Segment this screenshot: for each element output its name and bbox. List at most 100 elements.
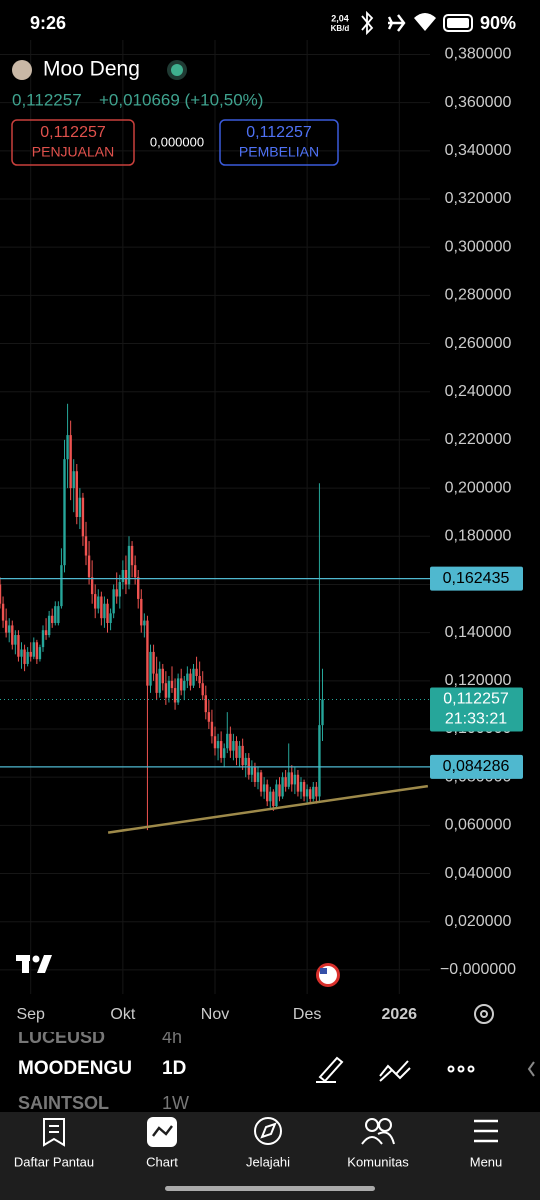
candle-body — [210, 721, 214, 737]
buy-button[interactable] — [219, 119, 339, 166]
candle-body — [207, 712, 211, 722]
sell-button[interactable] — [11, 119, 135, 166]
candle-body — [315, 786, 318, 797]
candle-body — [318, 725, 321, 797]
candle-body — [167, 680, 171, 698]
y-tick-label: 0,320000 — [445, 190, 512, 207]
wifi-icon — [414, 13, 436, 31]
level-label: 0,084286 — [443, 758, 510, 775]
candle-body — [44, 630, 48, 636]
symbol-row[interactable]: LUCEUSD — [18, 1027, 105, 1047]
candle-body — [216, 741, 220, 749]
candle-body — [32, 642, 35, 657]
candle-body — [170, 680, 174, 689]
nav-label[interactable]: Komunitas — [347, 1154, 409, 1169]
more-button[interactable] — [447, 1065, 475, 1073]
candle-body — [284, 777, 287, 787]
community-icon[interactable] — [361, 1118, 395, 1145]
candle-body — [266, 784, 269, 802]
candle-body — [100, 596, 103, 619]
candle-body — [250, 767, 254, 775]
candle-body — [84, 536, 88, 556]
candle-body — [192, 668, 195, 686]
chart: Sep Okt Nov Des 2026 0,380000 0,360000 0,340000… — [0, 40, 523, 1023]
symbol-list: LUCEUSD 4h MOODENGU 1D SAINTSOL 1W — [18, 1027, 189, 1113]
time: 9:26 — [30, 13, 66, 33]
candle-body — [4, 620, 8, 633]
candle-body — [121, 570, 125, 583]
symbol-name[interactable]: Moo Deng — [43, 58, 140, 81]
candle-body — [81, 497, 85, 537]
candle-body — [8, 625, 11, 633]
candle-body — [143, 620, 146, 626]
candle-body — [321, 699, 324, 726]
candle-body — [87, 555, 91, 578]
settings-icon[interactable] — [474, 1004, 494, 1024]
collapse-button[interactable] — [527, 1061, 535, 1077]
candle-body — [20, 649, 23, 657]
nav-label[interactable]: Chart — [146, 1154, 178, 1169]
nav-label[interactable]: Menu — [470, 1154, 503, 1169]
x-tick-label: Okt — [110, 1006, 135, 1023]
x-tick-label: Nov — [201, 1006, 229, 1023]
y-tick-label: 0,220000 — [445, 431, 512, 448]
candle-body — [238, 745, 241, 758]
nav-label[interactable]: Jelajahi — [246, 1154, 290, 1169]
symbol-row[interactable]: SAINTSOL — [18, 1093, 109, 1113]
candle-body — [130, 545, 134, 566]
candle-body — [118, 582, 121, 597]
flag-canton — [320, 968, 327, 974]
candle-body — [180, 678, 183, 691]
candle-body — [23, 649, 26, 664]
candle-body — [198, 676, 201, 684]
candle-body — [223, 748, 226, 758]
y-tick-label: 0,120000 — [445, 672, 512, 689]
candle-body — [140, 598, 143, 626]
last-price-bg — [430, 687, 523, 732]
candle-body — [309, 789, 312, 799]
candle-body — [253, 767, 257, 782]
candle-body — [115, 589, 118, 597]
candle-body — [112, 589, 115, 614]
home-indicator — [165, 1186, 375, 1191]
draw-tool[interactable] — [316, 1056, 344, 1083]
y-tick-label: 0,020000 — [445, 913, 512, 930]
level-label: 0,162435 — [443, 570, 510, 587]
watchlist-icon[interactable] — [43, 1118, 65, 1147]
candle-body — [0, 584, 2, 604]
candle-body — [75, 471, 78, 517]
candle-body — [287, 772, 290, 787]
candle-body — [259, 772, 263, 792]
y-tick-label: 0,060000 — [445, 817, 512, 834]
candle-body — [278, 784, 281, 797]
battery-percent: 90% — [480, 13, 516, 33]
menu-icon[interactable] — [474, 1119, 498, 1143]
battery-icon — [443, 14, 473, 32]
y-tick-label: 0,340000 — [445, 142, 512, 159]
candle-body — [272, 791, 275, 807]
candle-body — [152, 651, 155, 674]
candle-body — [66, 435, 69, 460]
y-tick-label: 0,360000 — [445, 94, 512, 111]
candle-body — [94, 594, 97, 609]
settings-icon-core — [480, 1010, 488, 1018]
candle-body — [35, 642, 39, 660]
explore-icon[interactable] — [254, 1117, 282, 1145]
candle-body — [290, 772, 293, 785]
indicator-tool[interactable] — [379, 1060, 411, 1082]
candle-body — [41, 630, 45, 648]
candle-body — [103, 603, 106, 619]
candle-body — [241, 745, 244, 766]
candle-body — [57, 606, 60, 623]
battery-level — [447, 18, 469, 28]
y-tick-label: 0,240000 — [445, 383, 512, 400]
symbol-row[interactable]: MOODENGU — [18, 1058, 132, 1079]
candle-body — [219, 741, 223, 758]
candle-body — [1, 603, 5, 621]
nav-label[interactable]: Daftar Pantau — [14, 1154, 94, 1169]
fade — [138, 1032, 152, 1112]
candle-body — [11, 625, 14, 645]
candle-body — [293, 774, 297, 785]
